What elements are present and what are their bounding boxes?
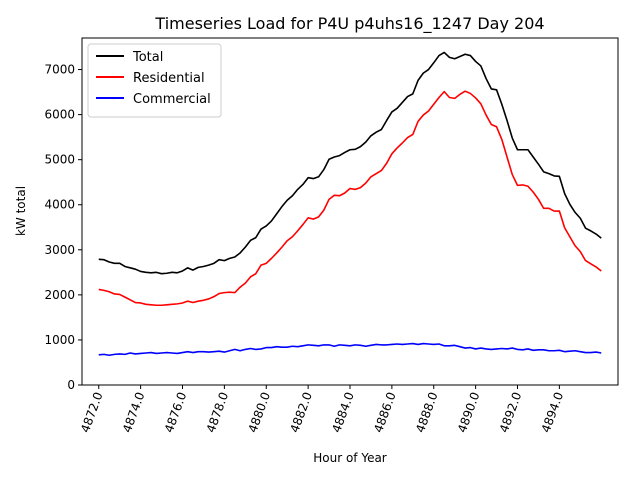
x-axis-label: Hour of Year [313,451,387,465]
series-line-total [98,51,602,275]
y-tick-label: 3000 [44,243,75,257]
y-tick-label: 5000 [44,153,75,167]
series-layer [98,51,602,357]
y-tick-label: 6000 [44,108,75,122]
y-tick-label: 7000 [44,63,75,77]
legend-label-commercial: Commercial [133,92,211,107]
legend-label-total: Total [132,50,163,65]
series-line-residential [98,90,602,307]
y-tick-label: 2000 [44,288,75,302]
y-axis: 0 1000 2000 3000 4000 5000 6000 7000 [44,63,82,392]
y-tick-label: 1000 [44,333,75,347]
legend-label-residential: Residential [133,71,205,86]
chart-title: Timeseries Load for P4U p4uhs16_1247 Day… [154,14,544,34]
y-tick-label: 4000 [44,198,75,212]
legend: Total Residential Commercial [87,43,222,118]
y-tick-label: 0 [67,378,75,392]
y-axis-label: kW total [14,186,28,236]
series-line-commercial [98,342,602,357]
